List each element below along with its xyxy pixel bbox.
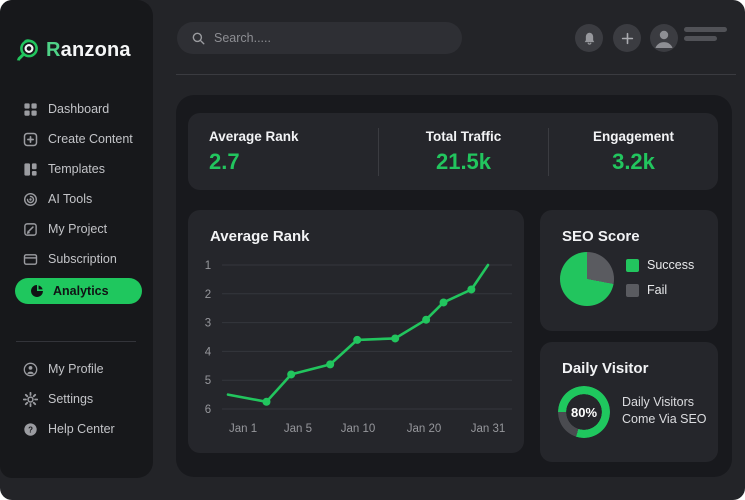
sidebar-item-dashboard[interactable]: Dashboard [0, 94, 153, 124]
sidebar-item-label: Templates [48, 162, 105, 176]
stat-label: Average Rank [209, 128, 299, 144]
magnifier-logo-icon [14, 36, 42, 64]
pie-chart-icon [29, 283, 45, 299]
sidebar-item-my-profile[interactable]: My Profile [0, 354, 153, 384]
stat-engagement: Engagement 3.2k [549, 129, 718, 175]
header-divider [176, 74, 736, 75]
average-rank-line-chart: 1 2 3 4 5 6 Jan 1 Jan 5 Jan 10 Jan 20 Jan 31 [205, 260, 512, 435]
seo-score-title: SEO Score [562, 228, 640, 245]
svg-text:Jan 20: Jan 20 [407, 423, 442, 435]
donut-percent-label: 80% [570, 404, 598, 420]
brand-first-letter: R [46, 38, 61, 61]
sidebar-item-subscription[interactable]: Subscription [0, 244, 153, 274]
profile-avatar-button[interactable] [650, 24, 678, 52]
stat-value: 3.2k [612, 148, 655, 174]
bell-icon [582, 31, 597, 46]
stat-value: 21.5k [435, 148, 492, 174]
edit-document-icon [22, 221, 38, 237]
svg-text:Jan 31: Jan 31 [471, 423, 506, 435]
plus-icon [620, 31, 635, 46]
brand-rest: anzona [60, 38, 131, 61]
sidebar-item-label: My Profile [48, 362, 104, 376]
sidebar-item-label: Analytics [53, 284, 109, 298]
menu-bar-bottom [684, 36, 717, 41]
brand-logo[interactable]: Ranzona [14, 36, 131, 64]
legend-label: Fail [647, 283, 668, 297]
main-content-panel: Average Rank 2.7 Total Traffic 21.5k Eng… [176, 95, 732, 477]
daily-visitor-title: Daily Visitor [562, 360, 649, 377]
sidebar-divider [16, 341, 136, 342]
donut-caption: Daily Visitors Come Via SEO [622, 395, 707, 426]
sidebar: Ranzona Dashboard Create Content Templat… [0, 0, 153, 478]
avatar-icon [650, 24, 678, 52]
plus-square-icon [22, 131, 38, 147]
brand-name: Ranzona [46, 39, 131, 62]
daily-visitor-donut-chart [558, 386, 610, 438]
sidebar-item-templates[interactable]: Templates [0, 154, 153, 184]
svg-text:6: 6 [205, 404, 211, 416]
sidebar-item-label: Dashboard [48, 102, 110, 116]
stat-average-rank: Average Rank 2.7 [188, 129, 378, 175]
pie-legend: Success Fail [626, 258, 694, 297]
svg-text:Jan 10: Jan 10 [341, 423, 376, 435]
menu-lines-icon[interactable] [684, 27, 727, 41]
success-swatch [626, 258, 639, 272]
svg-text:4: 4 [205, 346, 212, 358]
add-button[interactable] [613, 24, 641, 52]
sidebar-item-create-content[interactable]: Create Content [0, 124, 153, 154]
question-mark-icon: ? [22, 421, 38, 437]
subscription-card-icon [22, 251, 38, 267]
sidebar-item-my-project[interactable]: My Project [0, 214, 153, 244]
search-icon [191, 31, 206, 46]
svg-text:Jan 1: Jan 1 [229, 423, 257, 435]
stat-value: 2.7 [209, 148, 240, 174]
menu-bar-top [684, 27, 727, 32]
dashboard-grid-icon [22, 101, 38, 117]
sidebar-footer-nav: My Profile Settings ? Help Center [0, 354, 153, 444]
stat-divider [378, 127, 379, 176]
sidebar-item-label: Subscription [48, 252, 117, 266]
search-input[interactable] [214, 31, 448, 45]
average-rank-chart-card: Average Rank 1 2 3 4 5 6 Jan 1 Jan 5 Jan 10 Jan 2… [188, 210, 524, 453]
gear-icon [22, 391, 38, 407]
fail-swatch [626, 283, 639, 297]
legend-item-fail: Fail [626, 283, 694, 297]
legend-label: Success [647, 258, 695, 272]
sidebar-item-label: My Project [48, 222, 108, 236]
sidebar-item-label: Settings [48, 392, 94, 406]
seo-score-pie-chart [560, 252, 614, 306]
svg-text:1: 1 [205, 260, 211, 272]
svg-text:5: 5 [205, 375, 211, 387]
ai-swirl-icon [22, 191, 38, 207]
stats-summary-card: Average Rank 2.7 Total Traffic 21.5k Eng… [188, 113, 718, 190]
sidebar-item-analytics[interactable]: Analytics [15, 278, 142, 304]
sidebar-item-label: AI Tools [48, 192, 93, 206]
svg-text:Jan 5: Jan 5 [284, 423, 312, 435]
search-bar[interactable] [177, 22, 462, 54]
legend-item-success: Success [626, 258, 694, 272]
stat-label: Total Traffic [425, 128, 502, 144]
svg-text:3: 3 [205, 318, 211, 330]
stat-divider [548, 127, 549, 176]
svg-text:2: 2 [205, 289, 211, 301]
sidebar-item-label: Help Center [48, 422, 115, 436]
sidebar-item-settings[interactable]: Settings [0, 384, 153, 414]
sidebar-item-ai-tools[interactable]: AI Tools [0, 184, 153, 214]
seo-score-card: SEO Score Success Fail [540, 210, 718, 331]
templates-layout-icon [22, 161, 38, 177]
sidebar-item-help-center[interactable]: ? Help Center [0, 414, 153, 444]
sidebar-item-label: Create Content [48, 132, 133, 146]
chart-title: Average Rank [210, 228, 310, 245]
daily-visitor-card: Daily Visitor 80% Daily Visitors Come Vi… [540, 342, 718, 462]
svg-text:?: ? [28, 425, 33, 434]
stat-label: Engagement [592, 128, 674, 144]
notifications-button[interactable] [575, 24, 603, 52]
person-icon [22, 361, 38, 377]
stat-total-traffic: Total Traffic 21.5k [379, 129, 548, 175]
sidebar-nav: Dashboard Create Content Templates AI To… [0, 94, 153, 304]
